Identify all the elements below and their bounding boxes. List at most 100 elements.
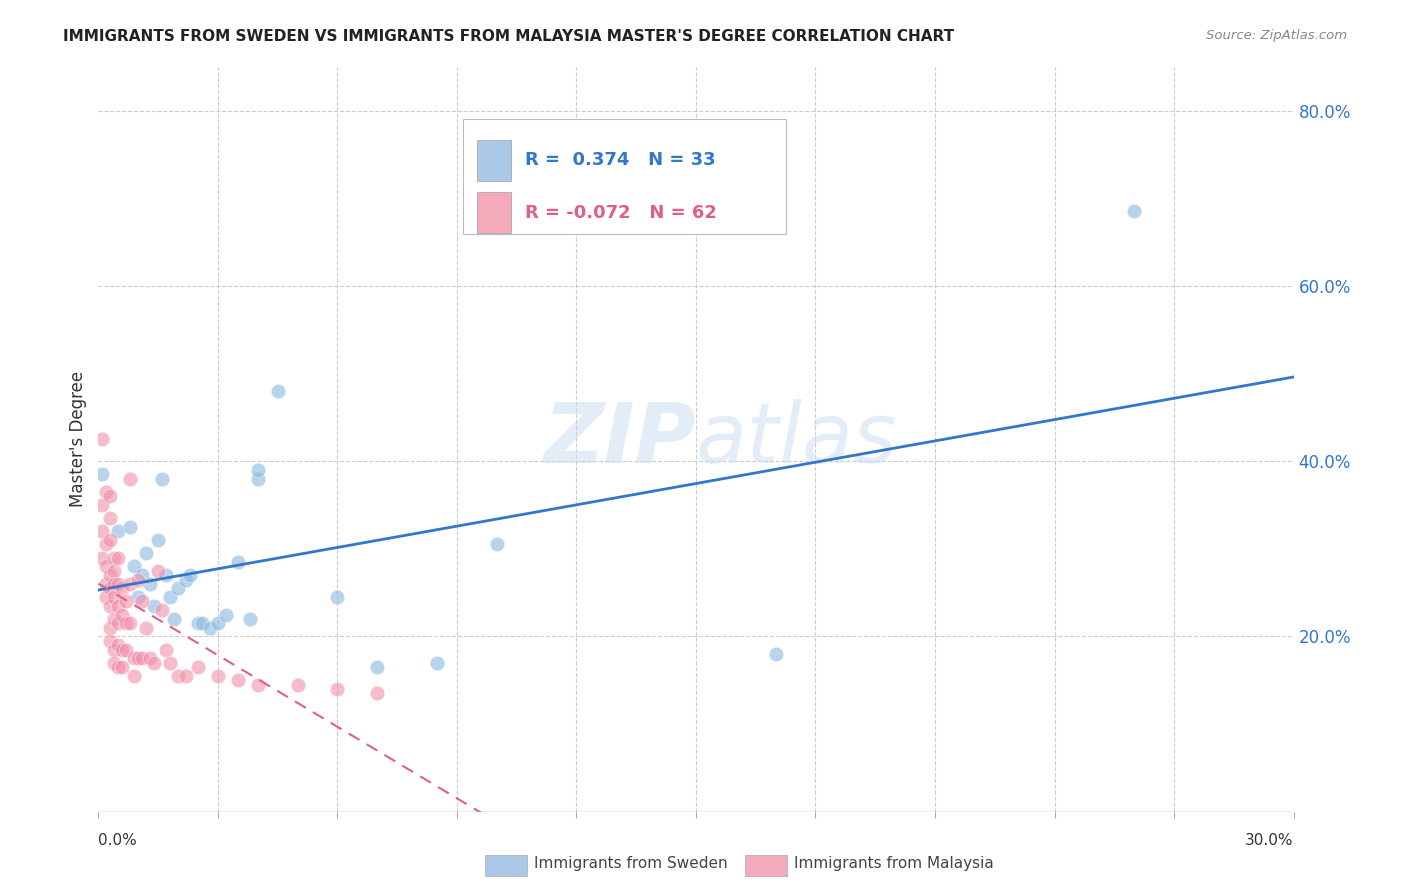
Point [765,647,787,661]
Point [174,573,197,587]
Text: atlas: atlas [696,399,897,480]
Point [239,612,262,626]
Point [96,577,118,591]
Point [207,669,229,683]
Point [96,590,118,604]
Point [163,612,186,626]
Point [103,550,125,565]
Bar [477,192,510,233]
Point [120,520,142,534]
Bar [477,140,510,181]
Point [115,642,138,657]
Point [366,660,388,674]
Point [103,590,125,604]
Point [246,463,269,477]
Point [107,599,129,613]
Point [1123,204,1146,219]
Point [191,616,214,631]
Point [485,537,508,551]
Point [120,472,142,486]
Point [426,656,449,670]
Point [267,384,290,398]
Point [107,524,129,539]
Text: R = -0.072   N = 62: R = -0.072 N = 62 [524,203,717,221]
Point [96,484,118,499]
Point [135,546,157,560]
Point [107,577,129,591]
Point [107,638,129,652]
Point [103,656,125,670]
Point [107,550,129,565]
Point [124,651,146,665]
Point [143,656,166,670]
Point [174,669,197,683]
Point [91,433,114,447]
Text: Source: ZipAtlas.com: Source: ZipAtlas.com [1206,29,1347,42]
Point [226,555,249,569]
Point [96,559,118,574]
Point [187,660,209,674]
Point [98,568,122,582]
Text: 30.0%: 30.0% [1246,833,1294,847]
Point [150,603,173,617]
Point [139,577,162,591]
Point [103,577,125,591]
Point [111,660,134,674]
Point [103,564,125,578]
Point [120,616,142,631]
Point [148,533,170,547]
Point [198,621,221,635]
Point [115,594,138,608]
Point [366,686,388,700]
Text: ZIP: ZIP [543,399,696,480]
Point [167,669,190,683]
Point [98,621,122,635]
Point [98,533,122,547]
Point [139,651,162,665]
Point [91,467,114,482]
Point [103,612,125,626]
Point [111,582,134,596]
Text: Immigrants from Malaysia: Immigrants from Malaysia [794,856,994,871]
Point [179,568,201,582]
Point [111,607,134,622]
Point [155,642,177,657]
Point [98,633,122,648]
Point [124,669,146,683]
Point [148,564,170,578]
Point [127,590,149,604]
Point [98,582,122,596]
Text: 0.0%: 0.0% [98,833,138,847]
Point [120,577,142,591]
Point [326,681,349,696]
Text: IMMIGRANTS FROM SWEDEN VS IMMIGRANTS FROM MALAYSIA MASTER'S DEGREE CORRELATION C: IMMIGRANTS FROM SWEDEN VS IMMIGRANTS FRO… [63,29,955,44]
Point [98,599,122,613]
Point [155,568,177,582]
Point [91,498,114,512]
Point [246,472,269,486]
Point [143,599,166,613]
Point [115,616,138,631]
Y-axis label: Master's Degree: Master's Degree [69,371,87,508]
Point [103,642,125,657]
Point [326,590,349,604]
Text: Immigrants from Sweden: Immigrants from Sweden [534,856,728,871]
Point [124,559,146,574]
Point [131,651,153,665]
Point [91,524,114,539]
Point [131,568,153,582]
Point [131,594,153,608]
Point [98,511,122,525]
Point [98,489,122,503]
Point [111,642,134,657]
Point [91,550,114,565]
Point [215,607,238,622]
FancyBboxPatch shape [463,119,786,235]
Point [167,582,190,596]
Point [246,678,269,692]
Point [207,616,229,631]
Point [127,651,149,665]
Point [150,472,173,486]
Point [159,656,181,670]
Point [135,621,157,635]
